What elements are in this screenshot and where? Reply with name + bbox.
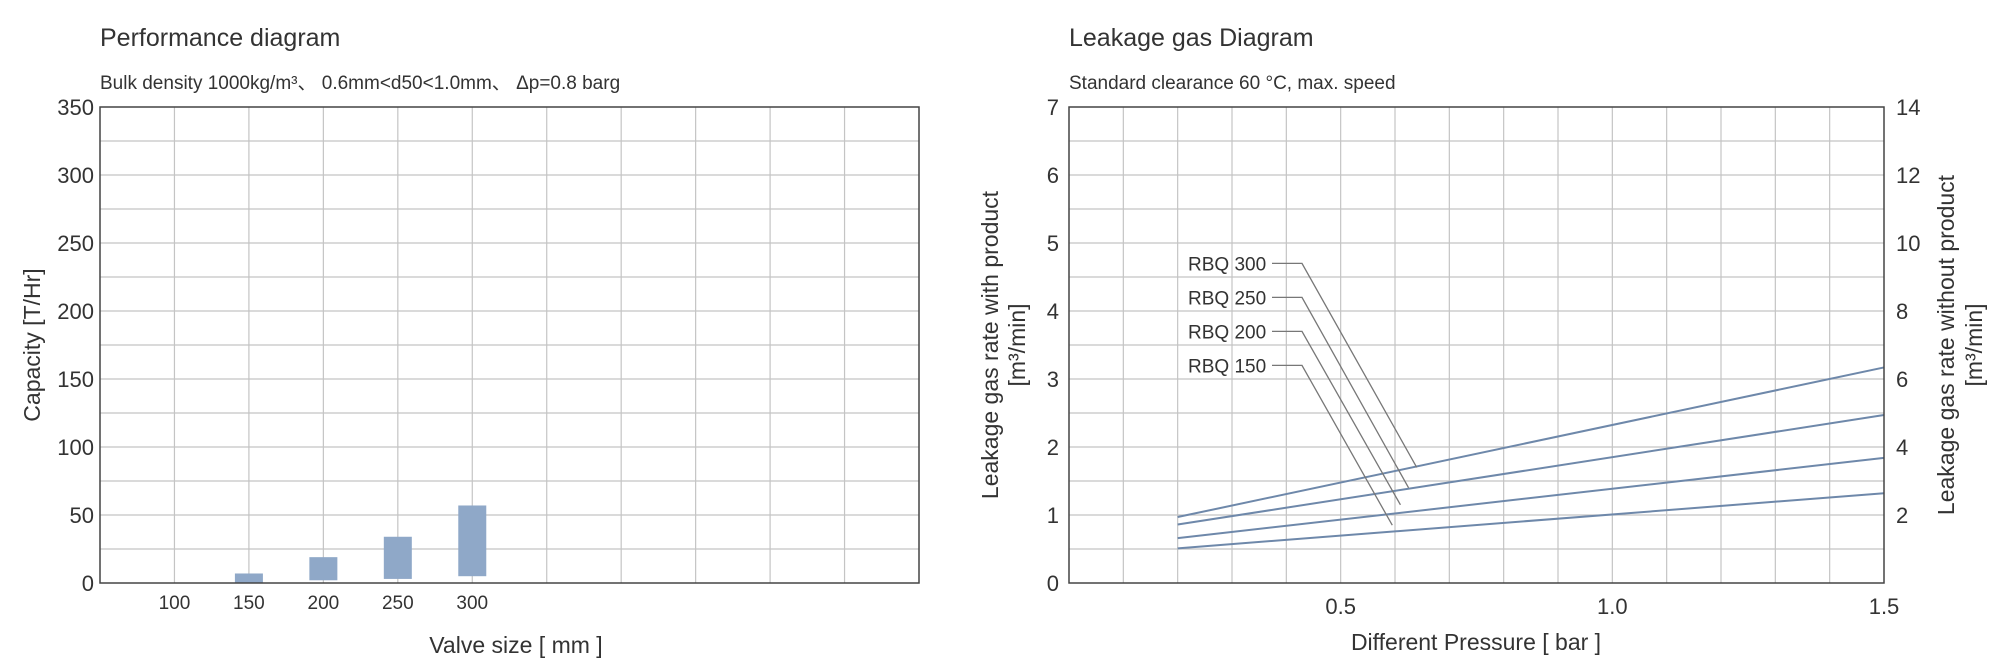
- y-axis-left-ticks: 0 1 2 3 4 5 6 7: [1047, 95, 1059, 596]
- grid: [100, 107, 919, 583]
- series-leader-line: [1272, 330, 1401, 506]
- x-tick-label: 300: [456, 593, 488, 614]
- y-tick-label: 0: [82, 571, 94, 596]
- y-tick-label: 0: [1047, 571, 1059, 596]
- x-tick-label: 0.5: [1325, 594, 1356, 619]
- y-axis-right-unit: [m³/min]: [1961, 303, 1987, 386]
- y-tick-label: 150: [57, 367, 94, 392]
- y-tick-label: 4: [1047, 299, 1059, 324]
- grid: [1069, 107, 1884, 583]
- y-axis-left-unit: [m³/min]: [1004, 303, 1030, 386]
- x-tick-label: 150: [233, 593, 265, 614]
- chart-subtitle: Standard clearance 60 °C, max. speed: [1069, 73, 1396, 94]
- y-tick-label: 14: [1896, 95, 1920, 120]
- plot-frame: [1068, 106, 1885, 584]
- y-axis-right-ticks: 2 4 6 8 10 12 14: [1896, 95, 1920, 528]
- y-tick-label: 50: [70, 503, 94, 528]
- x-axis-ticks: 100 150 200 250 300: [159, 593, 489, 614]
- y-tick-label: 100: [57, 435, 94, 460]
- series-label: RBQ 250: [1188, 288, 1266, 309]
- series-label: RBQ 200: [1188, 322, 1266, 343]
- line-series: RBQ 300 RBQ 250 RBQ 200 RBQ 150: [1177, 254, 1885, 550]
- series-label: RBQ 150: [1188, 356, 1266, 377]
- y-axis-left-label: Leakage gas rate with product: [977, 190, 1003, 499]
- series-line: [1177, 492, 1885, 550]
- bar: [309, 557, 338, 581]
- y-tick-label: 6: [1896, 367, 1908, 392]
- x-tick-label: 200: [308, 593, 340, 614]
- y-tick-label: 1: [1047, 503, 1059, 528]
- y-tick-label: 200: [57, 299, 94, 324]
- y-tick-label: 3: [1047, 367, 1059, 392]
- y-tick-label: 8: [1896, 299, 1908, 324]
- x-tick-label: 1.5: [1869, 594, 1900, 619]
- bar-series: [234, 505, 487, 583]
- series-label: RBQ 300: [1188, 254, 1266, 275]
- plot-frame: [99, 106, 920, 584]
- series-leader-line: [1272, 364, 1393, 526]
- y-tick-label: 5: [1047, 231, 1059, 256]
- y-axis-ticks: 0 50 100 150 200 250 300 350: [57, 95, 94, 596]
- y-tick-label: 12: [1896, 163, 1920, 188]
- y-tick-label: 7: [1047, 95, 1059, 120]
- series-line: [1177, 366, 1885, 519]
- series-line: [1177, 456, 1885, 540]
- y-tick-label: 300: [57, 163, 94, 188]
- x-tick-label: 100: [159, 593, 191, 614]
- bar: [383, 536, 412, 579]
- bar: [234, 573, 263, 583]
- leakage-chart: Leakage gas Diagram Standard clearance 6…: [977, 24, 1987, 655]
- x-axis-label: Valve size [ mm ]: [429, 632, 602, 658]
- chart-title: Leakage gas Diagram: [1069, 24, 1314, 52]
- x-tick-label: 250: [382, 593, 414, 614]
- series-leader-line: [1272, 262, 1418, 468]
- y-tick-label: 2: [1047, 435, 1059, 460]
- y-axis-right-label: Leakage gas rate without product: [1933, 174, 1959, 515]
- x-tick-label: 1.0: [1597, 594, 1628, 619]
- bar: [458, 505, 487, 577]
- series-leader-line: [1272, 296, 1410, 489]
- series-line: [1177, 414, 1885, 526]
- y-tick-label: 350: [57, 95, 94, 120]
- chart-subtitle: Bulk density 1000kg/m³、 0.6mm<d50<1.0mm、…: [100, 73, 620, 94]
- y-tick-label: 10: [1896, 231, 1920, 256]
- y-tick-label: 6: [1047, 163, 1059, 188]
- x-axis-label: Different Pressure [ bar ]: [1351, 629, 1601, 655]
- performance-chart: Performance diagram Bulk density 1000kg/…: [19, 24, 920, 658]
- chart-title: Performance diagram: [100, 24, 340, 52]
- y-tick-label: 4: [1896, 435, 1908, 460]
- x-axis-ticks: 0.5 1.0 1.5: [1325, 594, 1899, 619]
- y-tick-label: 250: [57, 231, 94, 256]
- y-axis-label: Capacity [T/Hr]: [19, 268, 45, 421]
- y-tick-label: 2: [1896, 503, 1908, 528]
